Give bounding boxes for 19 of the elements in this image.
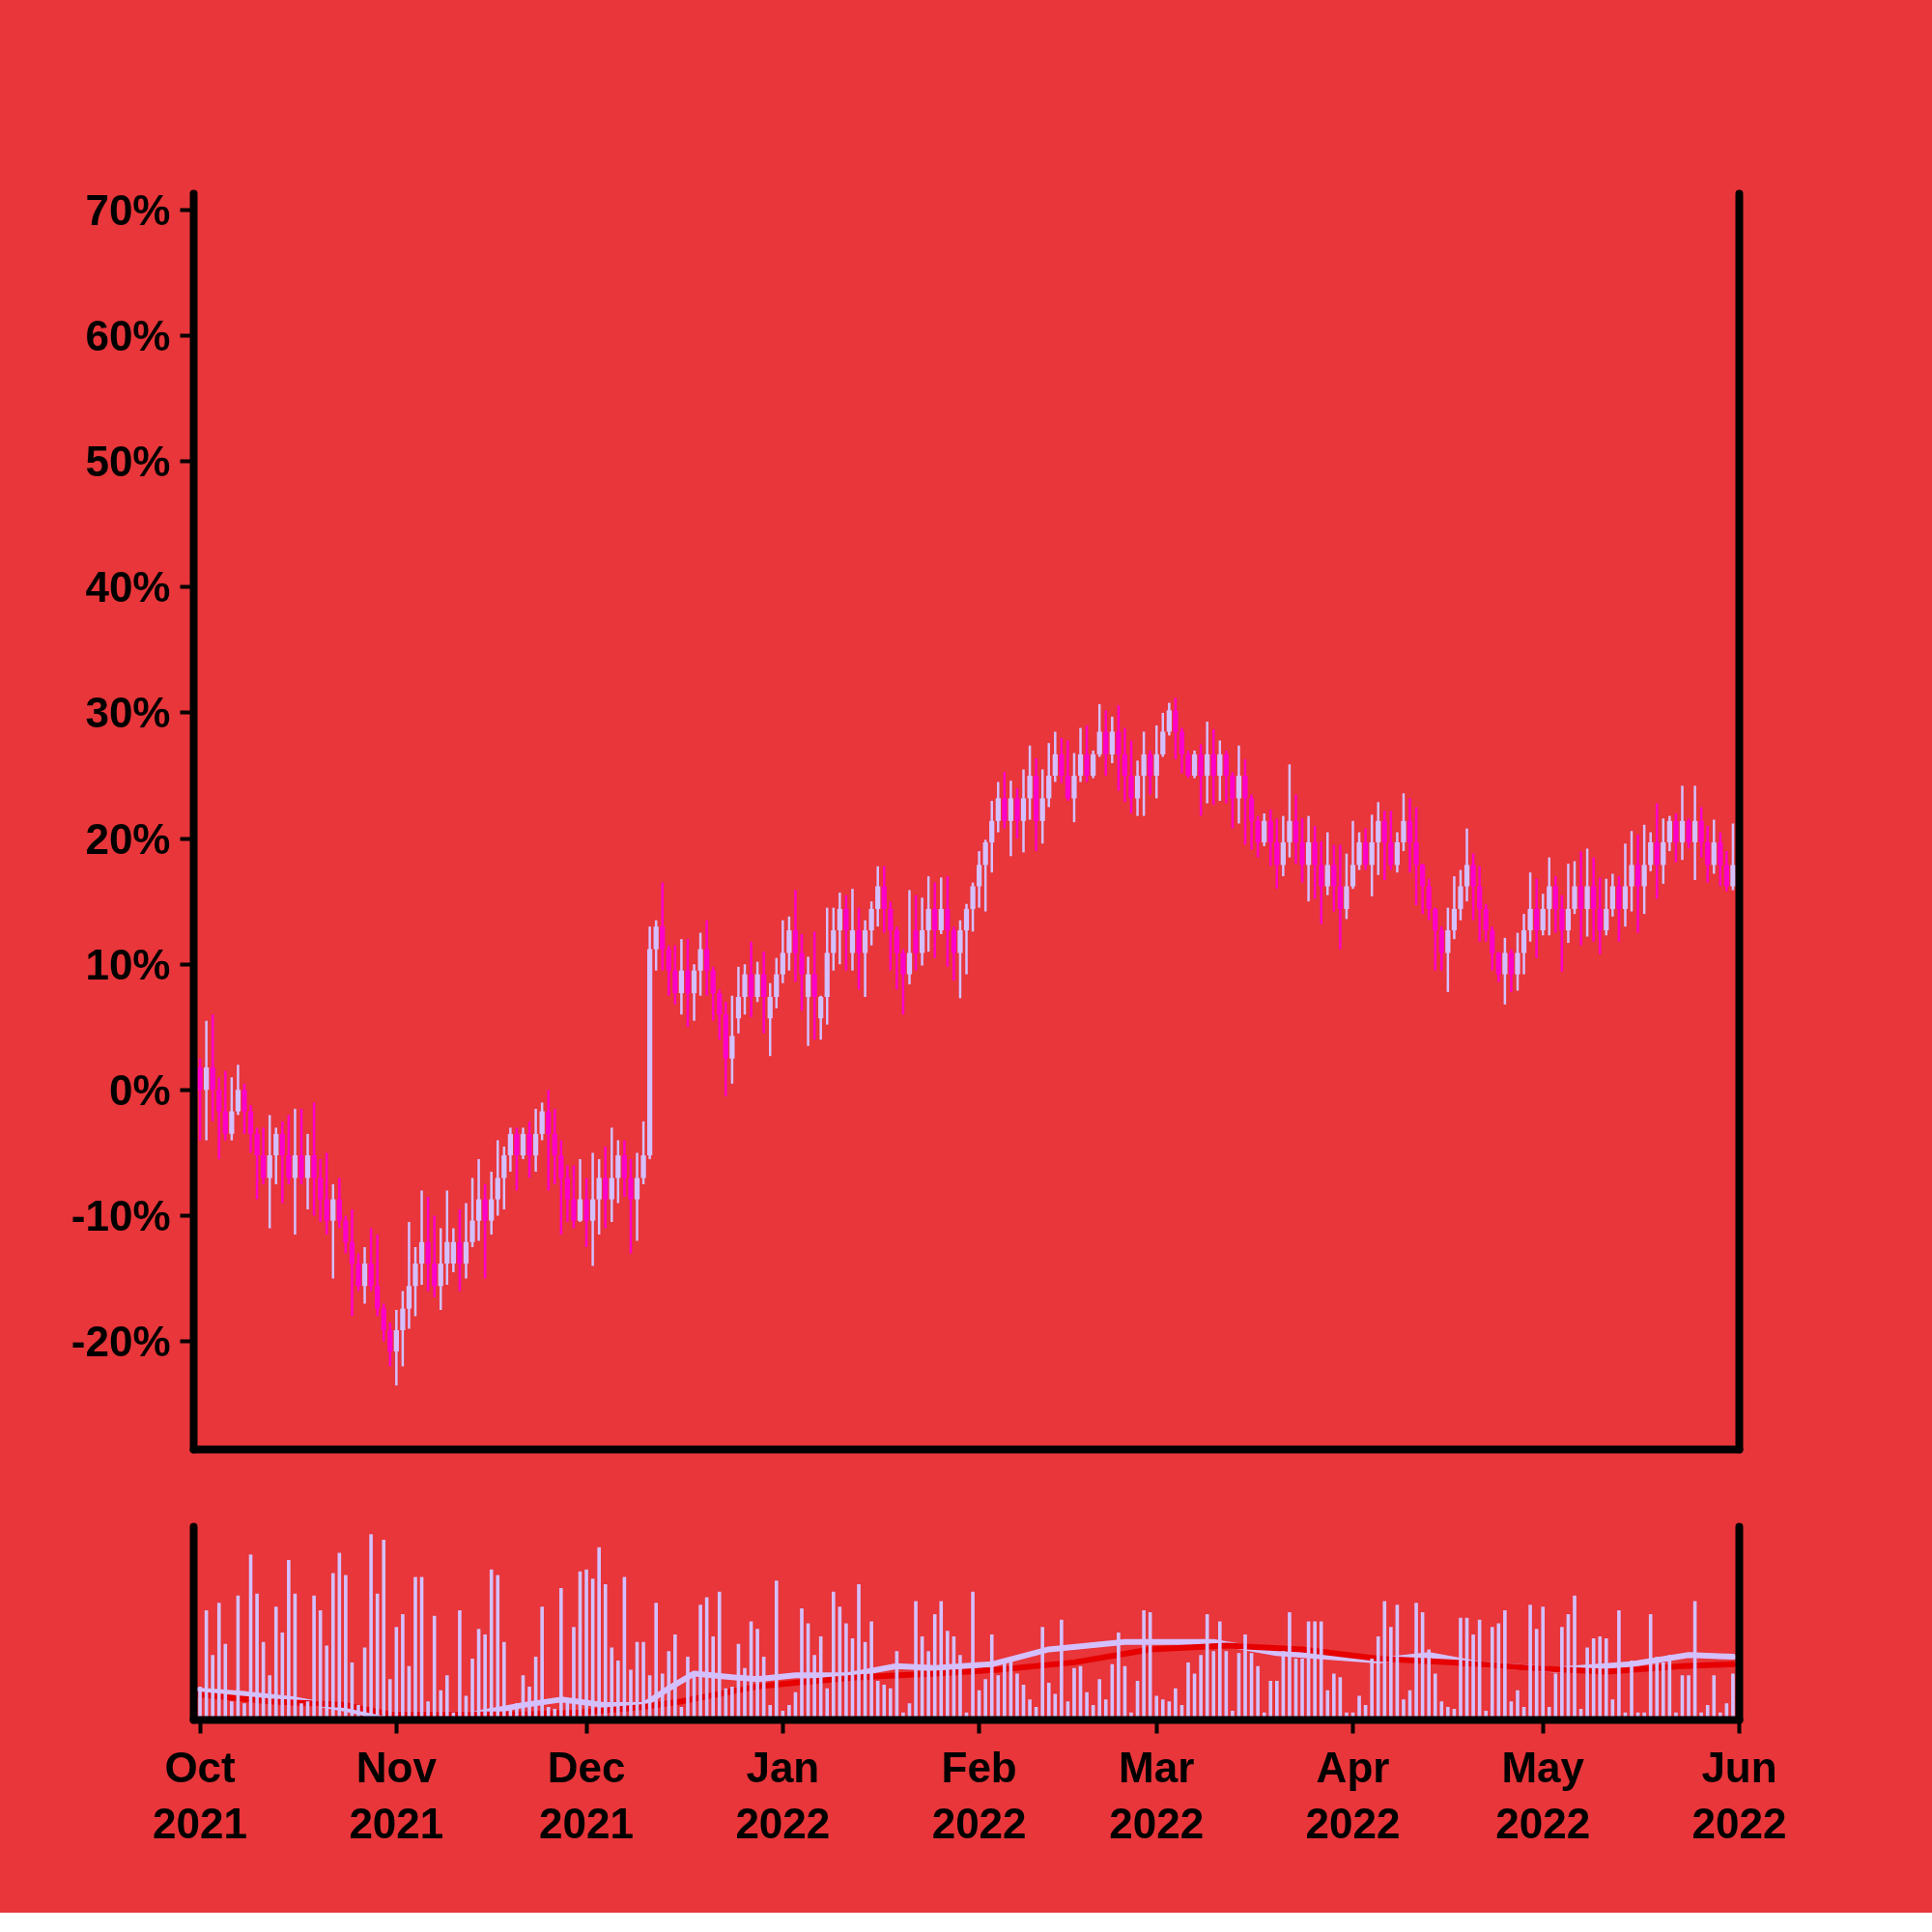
y-tick-label: 40%	[85, 563, 171, 611]
y-tick-label: 60%	[85, 312, 171, 360]
x-tick-label: Nov 2021	[349, 1743, 444, 1848]
y-tick-label: -10%	[71, 1191, 171, 1239]
y-tick-label: 70%	[85, 185, 171, 234]
y-tick-label: 0%	[108, 1065, 171, 1114]
y-tick-label: 30%	[85, 689, 171, 737]
y-tick-label: 10%	[85, 940, 171, 988]
x-tick-label: Feb 2022	[931, 1743, 1027, 1848]
y-tick-label: -20%	[71, 1318, 171, 1366]
x-tick-label: May 2022	[1495, 1743, 1591, 1848]
x-tick-label: Apr 2022	[1305, 1743, 1401, 1848]
x-tick-label: Dec 2021	[539, 1743, 635, 1848]
x-tick-label: Oct 2021	[153, 1743, 248, 1848]
x-tick-label: Jan 2022	[735, 1743, 831, 1848]
y-tick-label: 50%	[85, 438, 171, 486]
x-tick-label: Jun 2022	[1691, 1743, 1787, 1848]
y-tick-label: 20%	[85, 814, 171, 863]
x-tick-label: Mar 2022	[1109, 1743, 1205, 1848]
